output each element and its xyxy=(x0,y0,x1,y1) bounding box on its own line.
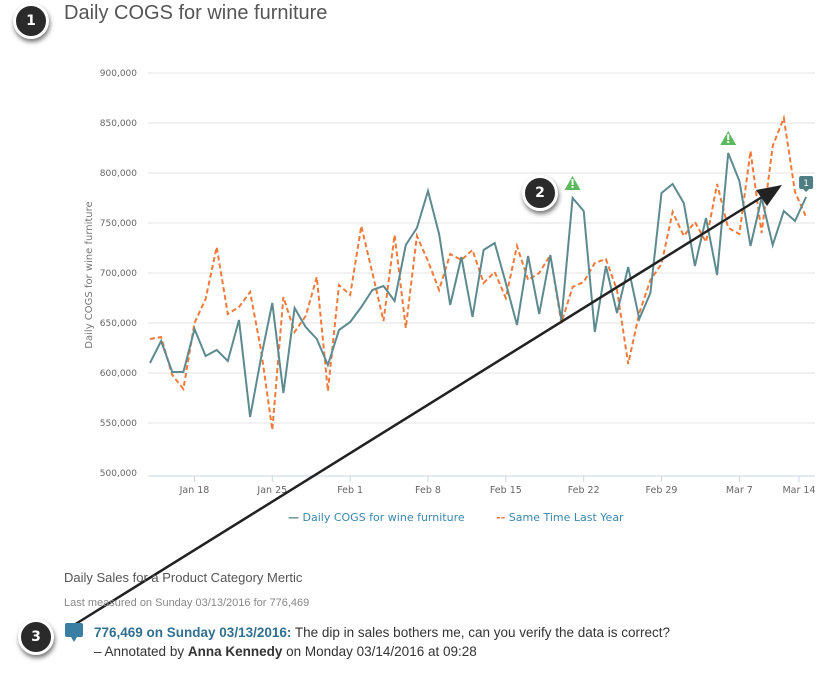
annotation-headline[interactable]: 776,469 on Sunday 03/13/2016: xyxy=(94,625,292,640)
annotation-text: The dip in sales bothers me, can you ver… xyxy=(291,625,671,640)
warning-icon[interactable] xyxy=(720,131,737,145)
series-daily-cogs xyxy=(149,152,808,418)
series-same-time-last-year xyxy=(149,114,808,431)
svg-text:600,000: 600,000 xyxy=(100,369,137,379)
metric-name: Daily Sales for a Product Category Merti… xyxy=(64,570,303,585)
svg-text:Feb 1: Feb 1 xyxy=(337,485,363,496)
annotation-author: Anna Kennedy xyxy=(187,644,283,659)
svg-text:Jan 18: Jan 18 xyxy=(179,485,210,496)
svg-text:Feb 22: Feb 22 xyxy=(568,485,600,496)
y-axis-ticks: 500,000 550,000 600,000 650,000 700,000 750,0… xyxy=(100,69,137,479)
legend-item-daily-cogs[interactable]: — Daily COGS for wine furniture xyxy=(288,511,465,524)
annotation-count-marker[interactable]: 1 xyxy=(799,176,814,192)
callout-badge-3: 3 xyxy=(18,619,54,655)
last-measured: Last measured on Sunday 03/13/2016 for 7… xyxy=(64,597,310,609)
svg-text:800,000: 800,000 xyxy=(100,169,137,179)
svg-text:700,000: 700,000 xyxy=(100,269,137,279)
svg-text:1: 1 xyxy=(803,179,809,189)
svg-text:Feb 8: Feb 8 xyxy=(415,485,441,496)
comment-icon[interactable] xyxy=(65,623,83,643)
svg-text:Jan 25: Jan 25 xyxy=(256,485,287,496)
svg-text:500,000: 500,000 xyxy=(100,469,137,479)
svg-text:750,000: 750,000 xyxy=(100,219,137,229)
x-axis-ticks: Jan 18 Jan 25 Feb 1 Feb 8 Feb 15 Feb 22 Feb 29… xyxy=(179,476,816,496)
arrow-head-icon xyxy=(756,185,782,206)
legend-item-last-year[interactable]: -- Same Time Last Year xyxy=(496,511,624,524)
svg-text:Mar 7: Mar 7 xyxy=(726,485,753,496)
svg-text:900,000: 900,000 xyxy=(100,69,137,79)
page-title: Daily COGS for wine furniture xyxy=(64,2,328,24)
annotation: 776,469 on Sunday 03/13/2016: The dip in… xyxy=(94,625,671,659)
solid-line-icon: — xyxy=(288,511,299,524)
svg-text:Feb 15: Feb 15 xyxy=(490,485,522,496)
callout-badge-1: 1 xyxy=(13,3,49,39)
callout-arrow xyxy=(73,195,763,627)
chart-legend: — Daily COGS for wine furniture -- Same … xyxy=(288,511,652,524)
svg-text:550,000: 550,000 xyxy=(100,419,137,429)
svg-text:850,000: 850,000 xyxy=(100,119,137,129)
svg-text:Mar 14: Mar 14 xyxy=(782,485,815,496)
y-axis-label: Daily COGS for wine furniture xyxy=(84,201,95,348)
callout-badge-2: 2 xyxy=(522,175,558,211)
dashed-line-icon: -- xyxy=(496,511,506,524)
chart-markers: 1 xyxy=(564,131,814,192)
svg-text:650,000: 650,000 xyxy=(100,319,137,329)
svg-text:Feb 29: Feb 29 xyxy=(646,485,678,496)
warning-icon[interactable] xyxy=(564,176,581,190)
grid-lines xyxy=(148,72,815,424)
